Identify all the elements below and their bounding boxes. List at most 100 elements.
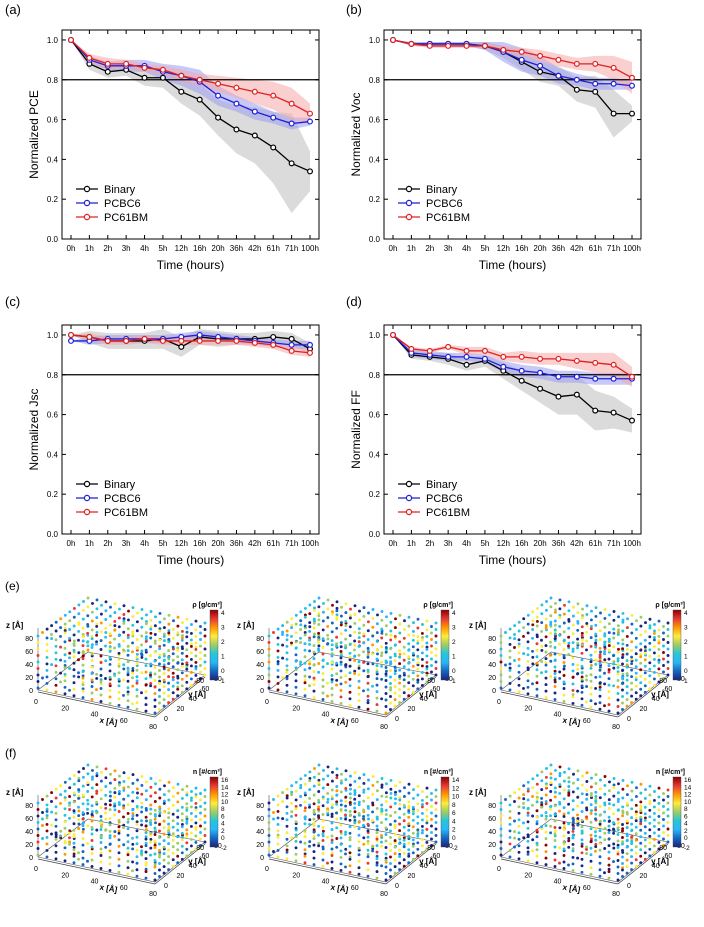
voxel-point [194, 814, 198, 818]
voxel-point [45, 668, 49, 672]
legend-label: Binary [104, 479, 136, 491]
voxel-point [267, 654, 271, 657]
voxel-point [585, 621, 589, 625]
voxel-point [185, 654, 189, 658]
voxel-point [158, 644, 162, 648]
voxel-point [171, 675, 175, 679]
y-tick-label: 20 [640, 706, 648, 713]
voxel-point [580, 831, 584, 835]
voxel-point [353, 672, 357, 675]
voxel-point [276, 655, 280, 659]
voxel-point [580, 677, 584, 681]
voxel-point [303, 815, 307, 819]
voxel-point [303, 806, 307, 810]
voxel-point [549, 620, 553, 624]
voxel-point [68, 840, 72, 844]
voxel-point [330, 806, 334, 810]
voxel-point [522, 797, 526, 801]
voxel-point [531, 662, 535, 666]
voxel-point [384, 856, 388, 860]
voxel-point [434, 808, 438, 811]
voxel-point [162, 678, 166, 682]
voxel-point [104, 776, 108, 780]
voxel-point [81, 650, 85, 654]
voxel-point [607, 668, 611, 672]
voxel-point [340, 772, 343, 776]
voxel-point [199, 651, 202, 654]
voxel-point [411, 844, 415, 848]
colorbar-tick: 8 [452, 802, 456, 809]
voxel-point [420, 644, 424, 648]
voxel-point [571, 808, 575, 812]
voxel-point [407, 615, 411, 619]
voxel-point [81, 696, 85, 700]
voxel-point [154, 615, 157, 619]
voxel-point [153, 633, 157, 636]
voxel-point [589, 859, 593, 863]
voxel-point [535, 791, 539, 795]
voxel-point [562, 797, 566, 801]
voxel-point [625, 698, 629, 702]
voxel-point [407, 841, 411, 845]
voxel-point [567, 785, 571, 788]
voxel-point [90, 652, 94, 656]
voxel-point [122, 663, 126, 667]
voxel-point [330, 841, 334, 844]
x-tick-label: 71h [607, 539, 620, 548]
voxel-point [180, 645, 184, 649]
voxel-point [326, 783, 330, 787]
voxel-point [357, 673, 361, 677]
voxel-point [544, 683, 548, 687]
voxel-point [54, 850, 58, 854]
voxel-point [131, 814, 135, 818]
y-tick-label: 0.0 [369, 235, 381, 244]
y-axis [617, 843, 669, 885]
voxel-point [81, 654, 85, 658]
z-axis-label: z [Å] [6, 621, 24, 630]
voxel-point [308, 675, 312, 679]
voxel-point [317, 631, 321, 635]
voxel-point [603, 641, 607, 644]
voxel-point [407, 642, 411, 646]
data-point-binary [628, 110, 635, 117]
voxel-point [167, 701, 171, 705]
voxel-point [158, 836, 161, 839]
voxel-point [639, 804, 643, 808]
voxel-point [54, 620, 58, 624]
colorbar-tick: 2 [221, 828, 225, 835]
voxel-point [517, 818, 521, 822]
voxel-point [398, 662, 402, 666]
voxel-point [393, 832, 397, 836]
voxel-point [99, 867, 103, 870]
voxel-point [290, 641, 293, 645]
voxel-point [558, 670, 562, 674]
colorbar-tick: 4 [684, 610, 688, 617]
voxel-point [36, 660, 40, 664]
voxel-point [344, 680, 348, 684]
voxel-point [402, 652, 406, 656]
voxel-point [131, 676, 134, 680]
voxel-point [375, 631, 379, 635]
voxel-point [63, 859, 67, 863]
voxel-point [562, 680, 566, 684]
voxel-point [508, 636, 512, 640]
voxel-point [180, 822, 184, 826]
data-point-pc61bm [555, 355, 562, 362]
voxel-point [153, 808, 157, 812]
voxel-point [612, 846, 616, 850]
x-tick-label: 36h [552, 539, 565, 548]
voxel-point [526, 826, 530, 830]
data-point-pcbc6 [307, 118, 314, 125]
voxel-point [45, 816, 49, 820]
voxel-point [339, 623, 343, 627]
voxel-point [358, 776, 361, 780]
voxel-point [54, 690, 58, 694]
voxel-point [180, 812, 184, 816]
voxel-point [158, 682, 161, 685]
voxel-point [176, 642, 180, 646]
voxel-point [90, 852, 94, 855]
voxel-point [639, 809, 643, 813]
voxel-point [389, 611, 393, 615]
voxel-point [517, 824, 521, 828]
voxel-point [411, 842, 415, 846]
